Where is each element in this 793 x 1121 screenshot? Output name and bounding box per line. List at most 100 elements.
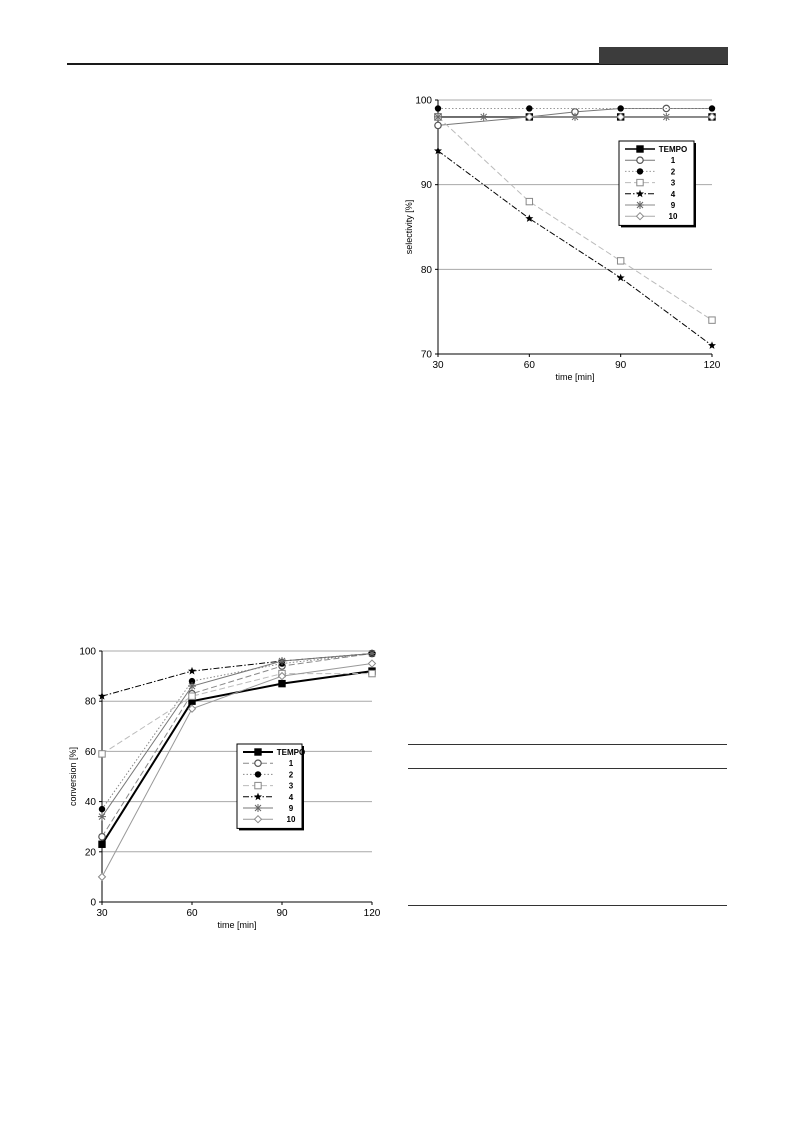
legend: TEMPO 1 2 3 4 9 10 (236, 743, 305, 831)
legend-label: 3 (671, 179, 676, 188)
legend-label: 3 (289, 782, 294, 791)
data-point (616, 273, 625, 282)
data-point (188, 677, 196, 685)
series-line (101, 653, 373, 697)
data-point (526, 105, 533, 112)
legend-marker (635, 211, 645, 221)
legend-marker (254, 759, 262, 768)
data-point (188, 682, 196, 691)
table-rule-top (408, 744, 727, 745)
legend-label: 2 (289, 770, 294, 779)
y-axis-label: selectivity [%] (404, 200, 414, 255)
legend-marker (636, 156, 644, 165)
y-tick-label: 100 (415, 96, 432, 107)
legend: TEMPO 1 2 3 4 9 10 (618, 140, 696, 228)
legend-item: 2 (243, 770, 294, 779)
data-point (616, 257, 625, 265)
data-point (525, 112, 534, 122)
conversion-chart: 0 20 40 60 80 100 30 60 90 120 time [min] conversio… (68, 647, 381, 931)
data-point (98, 805, 106, 813)
series-line (437, 150, 713, 346)
x-tick-label: 90 (276, 908, 288, 919)
x-tick-label: 90 (615, 360, 627, 371)
data-point (434, 112, 442, 121)
data-point (708, 105, 716, 112)
legend-item: 4 (243, 792, 294, 802)
legend-marker (636, 168, 644, 175)
data-point (188, 692, 196, 700)
data-point (368, 669, 376, 678)
series-4 (434, 146, 716, 349)
data-point (434, 146, 442, 155)
x-axis-label: time [min] (217, 920, 256, 930)
table-rule-header (408, 768, 727, 769)
data-point (525, 214, 534, 222)
legend-marker (636, 145, 644, 153)
x-tick-label: 60 (524, 360, 536, 371)
data-point (479, 112, 488, 121)
page-header-rule (67, 63, 728, 65)
legend-label: 1 (671, 156, 676, 165)
legend-marker (636, 201, 644, 209)
data-point (616, 112, 625, 122)
series-line (101, 653, 373, 817)
legend-item: 1 (243, 759, 294, 768)
y-tick-label: 70 (421, 350, 433, 361)
y-tick-label: 60 (85, 747, 97, 758)
page-header-block (599, 47, 728, 64)
legend-marker (254, 781, 262, 790)
legend-label: TEMPO (277, 748, 305, 757)
data-point (98, 832, 106, 841)
legend-item: 10 (243, 814, 296, 824)
data-point (98, 840, 106, 848)
data-point (278, 679, 286, 688)
legend-item: 1 (625, 156, 676, 165)
data-point (188, 666, 196, 675)
legend-item: 4 (625, 189, 676, 199)
legend-item: 3 (243, 782, 294, 791)
legend-label: 4 (671, 190, 676, 199)
data-point (98, 750, 106, 758)
legend-marker (253, 814, 263, 824)
legend-label: 4 (289, 793, 294, 802)
data-point (97, 872, 107, 882)
legend-item: TEMPO (243, 748, 305, 757)
legend-label: 2 (671, 167, 676, 176)
data-point (617, 105, 624, 112)
legend-box (236, 743, 303, 829)
data-point (707, 112, 717, 122)
legend-label: 10 (669, 212, 678, 221)
legend-marker (636, 189, 644, 198)
y-tick-label: 20 (85, 847, 97, 858)
legend-item: 3 (625, 179, 676, 188)
x-tick-label: 120 (364, 908, 381, 919)
legend-item: 10 (625, 211, 678, 221)
data-point (368, 649, 376, 658)
legend-label: 1 (289, 759, 294, 768)
y-tick-label: 40 (85, 797, 97, 808)
legend-box (618, 140, 695, 226)
legend-item: 9 (243, 804, 294, 813)
legend-label: 9 (671, 201, 676, 210)
x-tick-label: 120 (704, 360, 721, 371)
legend-label: TEMPO (659, 145, 687, 154)
y-axis-label: conversion [%] (68, 747, 78, 806)
data-point (434, 121, 442, 130)
data-point (434, 105, 442, 112)
series-line (101, 653, 373, 810)
y-tick-label: 100 (79, 647, 96, 658)
legend-marker (636, 178, 644, 187)
data-point (708, 341, 716, 349)
series-9 (98, 649, 376, 821)
data-point (367, 659, 377, 668)
legend-marker (254, 804, 262, 812)
legend-marker (254, 748, 262, 756)
data-point (525, 197, 534, 206)
data-point (98, 691, 106, 700)
data-point (708, 316, 716, 324)
series-10 (525, 112, 717, 122)
data-point (187, 704, 197, 713)
data-point (277, 671, 287, 681)
y-tick-label: 0 (90, 898, 96, 909)
series-2 (434, 105, 716, 112)
